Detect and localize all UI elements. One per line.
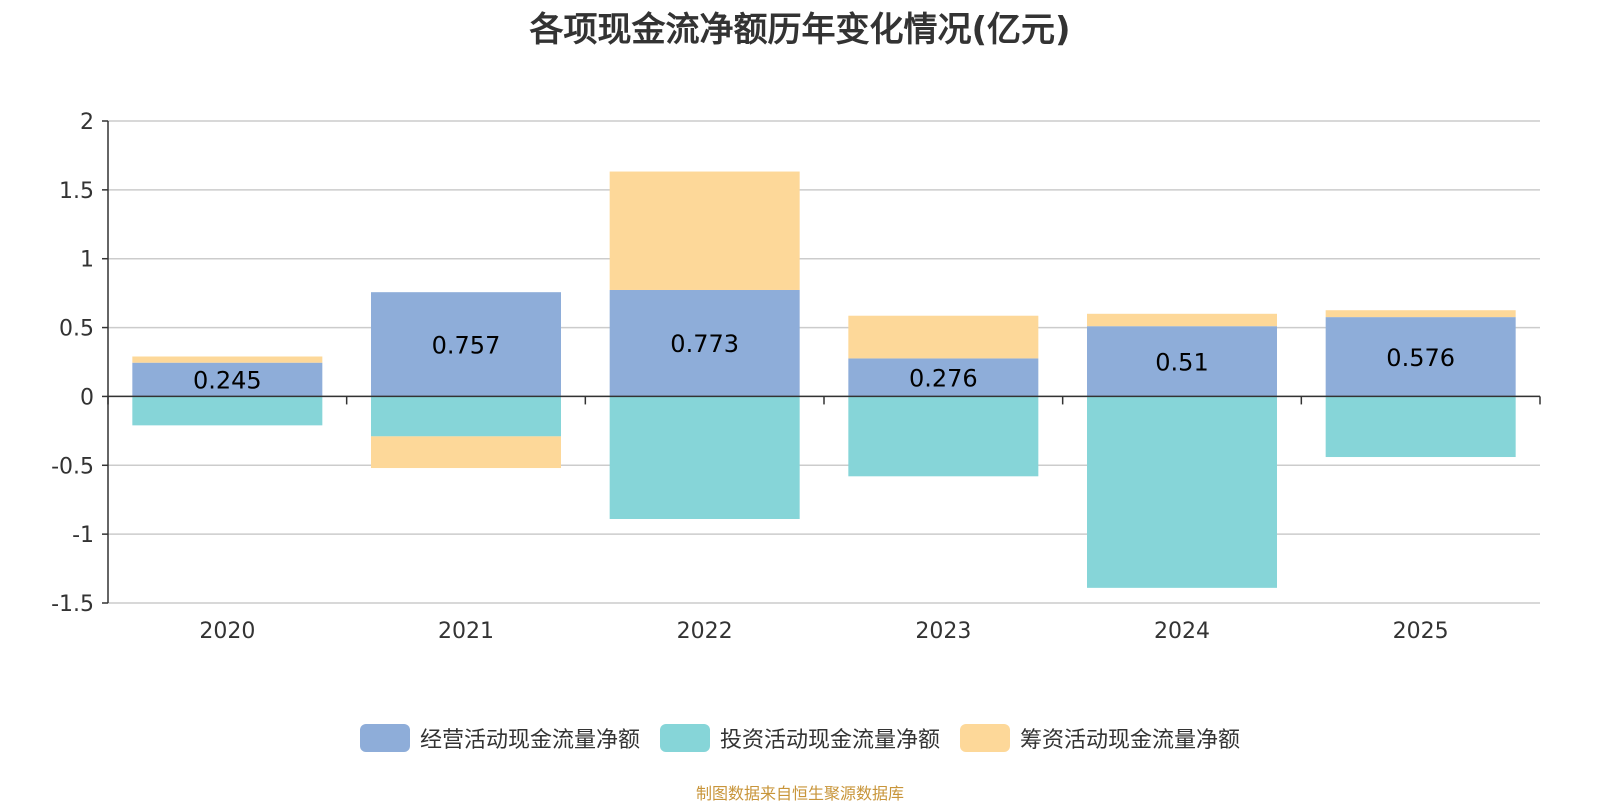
data-label: 0.576 (1386, 344, 1455, 372)
x-tick-label: 2023 (915, 619, 971, 644)
chart-title: 各项现金流净额历年变化情况(亿元) (529, 10, 1071, 50)
bar-segment (1325, 317, 1516, 397)
bar-segment (1325, 396, 1516, 458)
bar-segment (848, 358, 1039, 397)
legend: 经营活动现金流量净额 投资活动现金流量净额 筹资活动现金流量净额 (0, 722, 1600, 754)
bar-segment (371, 292, 561, 397)
bar-segment (609, 171, 800, 290)
bar-segment (1087, 313, 1277, 327)
legend-swatch-investing (659, 724, 710, 752)
y-tick-label: 0 (80, 385, 94, 410)
bar-segment (609, 289, 800, 397)
data-label: 0.757 (432, 331, 501, 359)
bar-segment (132, 396, 323, 426)
bar-segment (1087, 396, 1277, 588)
y-tick-label: -1.5 (51, 592, 94, 617)
bar-segment (1087, 326, 1277, 397)
bar-segment (132, 362, 323, 397)
bar-segment (848, 396, 1039, 477)
legend-label-investing: 投资活动现金流量净额 (719, 728, 940, 753)
x-tick-label: 2025 (1393, 619, 1449, 644)
bar-segment (132, 356, 323, 363)
x-tick-label: 2020 (199, 619, 255, 644)
y-tick-label: 1 (80, 248, 94, 273)
data-label: 0.276 (909, 364, 978, 392)
legend-label-operating: 经营活动现金流量净额 (419, 728, 640, 753)
bar-segment (371, 396, 561, 437)
legend-item-investing[interactable]: 投资活动现金流量净额 (659, 722, 940, 754)
y-tick-label: 1.5 (59, 179, 94, 204)
y-tick-label: -1 (72, 523, 94, 548)
y-tick-label: 0.5 (59, 317, 94, 342)
legend-swatch-financing (960, 724, 1010, 752)
stacked-bar-chart: 2 1.5 1 0.5 0 -0.5 -1 -1.5 0.245 2020 0.757 2021 0.7… (51, 110, 1541, 644)
data-label: 0.245 (193, 367, 262, 395)
legend-label-financing: 筹资活动现金流量净额 (1020, 728, 1241, 753)
x-tick-label: 2022 (677, 619, 733, 644)
bar-segment (1325, 310, 1516, 318)
legend-item-financing[interactable]: 筹资活动现金流量净额 (960, 722, 1240, 754)
legend-item-operating[interactable]: 经营活动现金流量净额 (359, 722, 640, 754)
legend-swatch-operating (359, 724, 410, 752)
x-tick-label: 2021 (438, 619, 494, 644)
x-tick-label: 2024 (1154, 619, 1210, 644)
y-tick-label: -0.5 (51, 454, 94, 479)
y-tick-label: 2 (80, 110, 94, 135)
data-source-note: 制图数据来自恒生聚源数据库 (695, 784, 904, 803)
bar-segment (371, 436, 561, 469)
data-label: 0.51 (1155, 348, 1208, 376)
data-label: 0.773 (670, 330, 739, 358)
bar-segment (609, 396, 800, 519)
bar-segment (848, 315, 1039, 359)
